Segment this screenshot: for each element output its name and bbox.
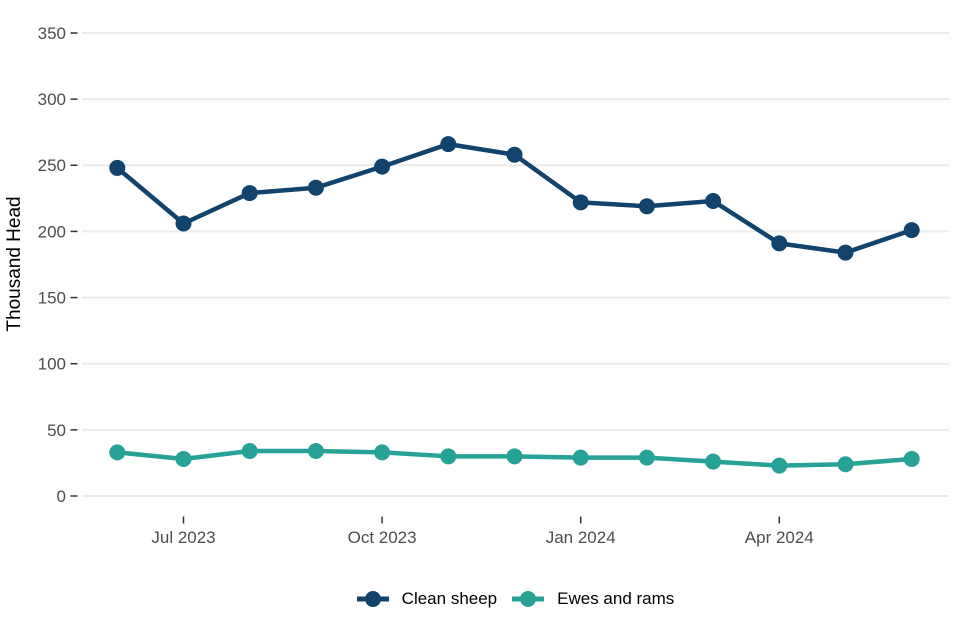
data-point-ewes-and-rams-oct-2023: [374, 444, 391, 461]
data-point-ewes-and-rams-feb-2024: [638, 449, 655, 466]
data-point-ewes-and-rams-jun-2023: [109, 444, 126, 461]
data-point-ewes-and-rams-may-2024: [837, 456, 854, 473]
y-tick-label-200: 200: [38, 222, 66, 241]
data-point-clean-sheep-jan-2024: [572, 194, 589, 211]
data-point-ewes-and-rams-jan-2024: [572, 449, 589, 466]
x-tick-label-2: Jan 2024: [546, 528, 616, 547]
legend-key-ewes-and-rams-icon: [512, 591, 545, 607]
data-point-clean-sheep-oct-2023: [374, 158, 391, 175]
data-point-clean-sheep-jun-2024: [903, 222, 920, 239]
data-point-clean-sheep-may-2024: [837, 244, 854, 261]
data-point-ewes-and-rams-apr-2024: [771, 457, 788, 474]
data-point-ewes-and-rams-mar-2024: [705, 453, 722, 470]
chart-legend: Clean sheep Ewes and rams: [82, 584, 949, 614]
data-point-ewes-and-rams-aug-2023: [241, 443, 258, 460]
y-axis-title: Thousand Head: [4, 196, 25, 331]
y-tick-label-0: 0: [57, 487, 66, 506]
legend-entry-ewes-and-rams: Ewes and rams: [512, 588, 674, 610]
y-tick-label-50: 50: [47, 421, 66, 440]
data-point-clean-sheep-jun-2023: [109, 159, 126, 176]
legend-key-clean-sheep-icon: [356, 591, 389, 607]
data-point-ewes-and-rams-jul-2023: [175, 450, 192, 467]
data-point-clean-sheep-nov-2023: [440, 136, 457, 153]
data-point-clean-sheep-sep-2023: [307, 179, 324, 196]
x-tick-label-1: Oct 2023: [348, 528, 417, 547]
legend-label-clean-sheep: Clean sheep: [401, 589, 498, 608]
legend-label-ewes-and-rams: Ewes and rams: [557, 589, 675, 608]
gridlines-layer: [82, 32, 949, 497]
data-point-clean-sheep-mar-2024: [705, 193, 722, 210]
y-tick-label-250: 250: [38, 156, 66, 175]
y-tick-label-350: 350: [38, 24, 66, 43]
data-point-clean-sheep-apr-2024: [771, 235, 788, 252]
data-point-clean-sheep-feb-2024: [638, 198, 655, 215]
data-point-ewes-and-rams-nov-2023: [440, 448, 457, 465]
legend-entry-clean-sheep: Clean sheep: [356, 588, 498, 610]
data-point-clean-sheep-dec-2023: [506, 146, 523, 163]
series-layer: [109, 136, 920, 474]
axes-layer: 0 50 100 150 200 250 300 350 Jul 2023 Oct 2023 Jan…: [38, 24, 814, 547]
x-tick-label-3: Apr 2024: [745, 528, 814, 547]
data-point-clean-sheep-jul-2023: [175, 215, 192, 232]
data-point-ewes-and-rams-sep-2023: [307, 443, 324, 460]
data-point-ewes-and-rams-jun-2024: [903, 450, 920, 467]
y-tick-label-300: 300: [38, 90, 66, 109]
y-tick-label-150: 150: [38, 289, 66, 308]
data-point-ewes-and-rams-dec-2023: [506, 448, 523, 465]
y-tick-label-100: 100: [38, 355, 66, 374]
data-point-clean-sheep-aug-2023: [241, 185, 258, 202]
x-tick-label-0: Jul 2023: [151, 528, 215, 547]
